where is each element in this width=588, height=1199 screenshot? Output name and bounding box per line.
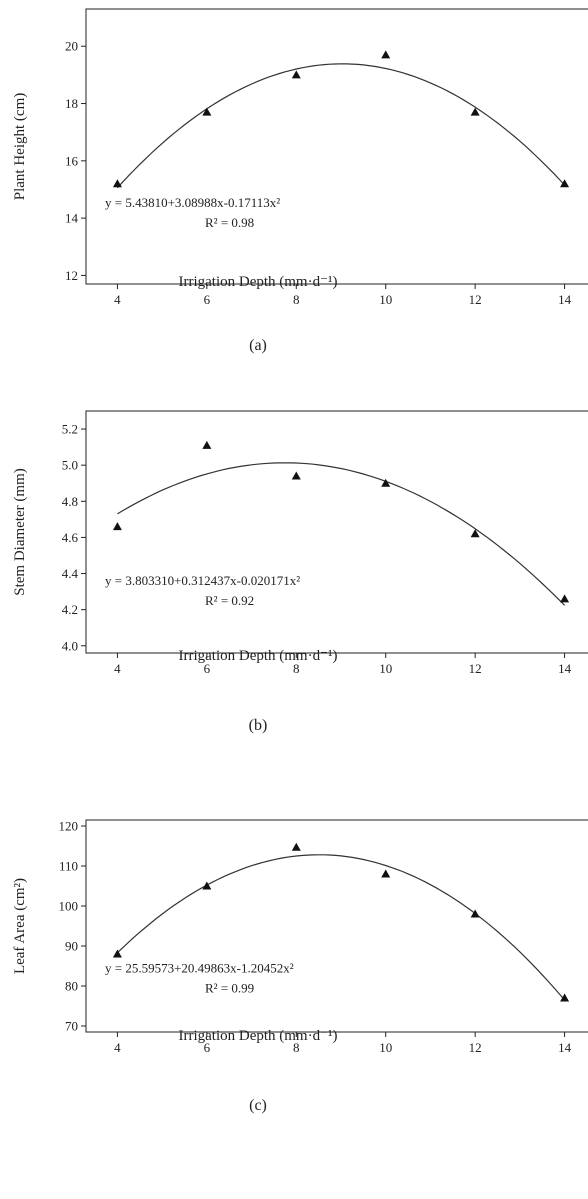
fit-curve: [116, 63, 566, 189]
data-point: [381, 50, 391, 59]
data-point: [560, 993, 570, 1002]
r-squared-label: R² = 0.99: [205, 981, 254, 996]
fit-curve: [117, 462, 566, 606]
data-point: [560, 179, 570, 188]
data-point: [560, 594, 570, 603]
y-tick-label: 5.2: [62, 422, 78, 437]
data-point: [202, 440, 212, 449]
y-tick-label: 90: [65, 939, 78, 954]
r-squared-label: R² = 0.92: [205, 593, 254, 608]
data-point: [381, 478, 391, 487]
x-tick-label: 4: [114, 1040, 121, 1055]
x-tick-label: 8: [293, 661, 300, 676]
y-axis-label: Stem Diameter (mm): [12, 468, 28, 595]
data-point: [470, 107, 480, 116]
regression-equation: y = 25.59573+20.49863x-1.20452x²: [105, 961, 294, 976]
chart-panel: 4 6 8 10 12 14 70 80 90 100 110 120 Irrigation Depth…: [12, 819, 588, 1114]
x-tick-label: 6: [204, 292, 211, 307]
y-tick-label: 12: [65, 268, 78, 283]
data-point: [112, 949, 122, 958]
y-tick-label: 110: [59, 859, 78, 874]
y-tick-label: 4.6: [62, 530, 79, 545]
y-tick-label: 4.4: [62, 566, 79, 581]
y-tick-label: 20: [65, 39, 78, 54]
y-axis-label: Plant Height (cm): [12, 93, 28, 200]
x-axis-label: Irrigation Depth (mm·d⁻¹): [178, 274, 337, 290]
y-tick-label: 16: [65, 153, 79, 168]
x-tick-label: 14: [558, 1040, 572, 1055]
x-tick-label: 6: [204, 1040, 211, 1055]
plot-frame: [85, 410, 588, 654]
regression-equation: y = 5.43810+3.08988x-0.17113x²: [105, 195, 280, 210]
chart-panel: 4 6 8 10 12 14 4.0 4.2 4.4 4.6 4.8 5.0 5.2 Irrigation…: [12, 410, 588, 734]
y-tick-label: 18: [65, 96, 78, 111]
panel-label: (c): [249, 1097, 267, 1114]
chart-panel: 4 6 8 10 12 14 12 14 16 18 20 Irrigation Depth (mm·…: [12, 8, 588, 354]
panel-label: (b): [249, 717, 268, 734]
data-point: [202, 107, 212, 116]
x-tick-label: 12: [469, 661, 482, 676]
x-tick-label: 4: [114, 292, 121, 307]
data-point: [470, 529, 480, 538]
plot-frame: [85, 819, 588, 1033]
fit-curve: [116, 854, 566, 1001]
y-tick-label: 5.0: [62, 458, 78, 473]
x-tick-label: 10: [379, 292, 392, 307]
y-tick-label: 4.0: [62, 638, 78, 653]
x-tick-label: 10: [379, 661, 392, 676]
y-tick-label: 70: [65, 1019, 78, 1034]
x-tick-label: 8: [293, 1040, 300, 1055]
x-tick-label: 14: [558, 661, 572, 676]
data-point: [291, 471, 301, 480]
data-point: [291, 842, 301, 851]
x-tick-label: 4: [114, 661, 121, 676]
y-tick-label: 4.8: [62, 494, 78, 509]
y-tick-label: 80: [65, 979, 78, 994]
data-point: [112, 179, 122, 188]
y-tick-label: 100: [59, 899, 79, 914]
data-point: [112, 522, 122, 531]
data-point: [381, 869, 391, 878]
x-axis-label: Irrigation Depth (mm·d⁻¹): [178, 648, 337, 664]
x-tick-label: 14: [558, 292, 572, 307]
data-point: [291, 70, 301, 79]
x-tick-label: 8: [293, 292, 300, 307]
x-axis-label: Irrigation Depth (mm·d⁻¹): [178, 1028, 337, 1044]
regression-equation: y = 3.803310+0.312437x-0.020171x²: [105, 573, 300, 588]
y-tick-label: 120: [59, 819, 79, 834]
y-tick-label: 4.2: [62, 602, 78, 617]
x-tick-label: 10: [379, 1040, 392, 1055]
plot-frame: [85, 8, 588, 285]
x-tick-label: 12: [469, 292, 482, 307]
r-squared-label: R² = 0.98: [205, 215, 254, 230]
y-axis-label: Leaf Area (cm²): [12, 878, 28, 974]
data-point: [202, 881, 212, 890]
panel-label: (a): [249, 337, 267, 354]
x-tick-label: 12: [469, 1040, 482, 1055]
y-tick-label: 14: [65, 211, 79, 226]
x-tick-label: 6: [204, 661, 211, 676]
data-point: [470, 909, 480, 918]
